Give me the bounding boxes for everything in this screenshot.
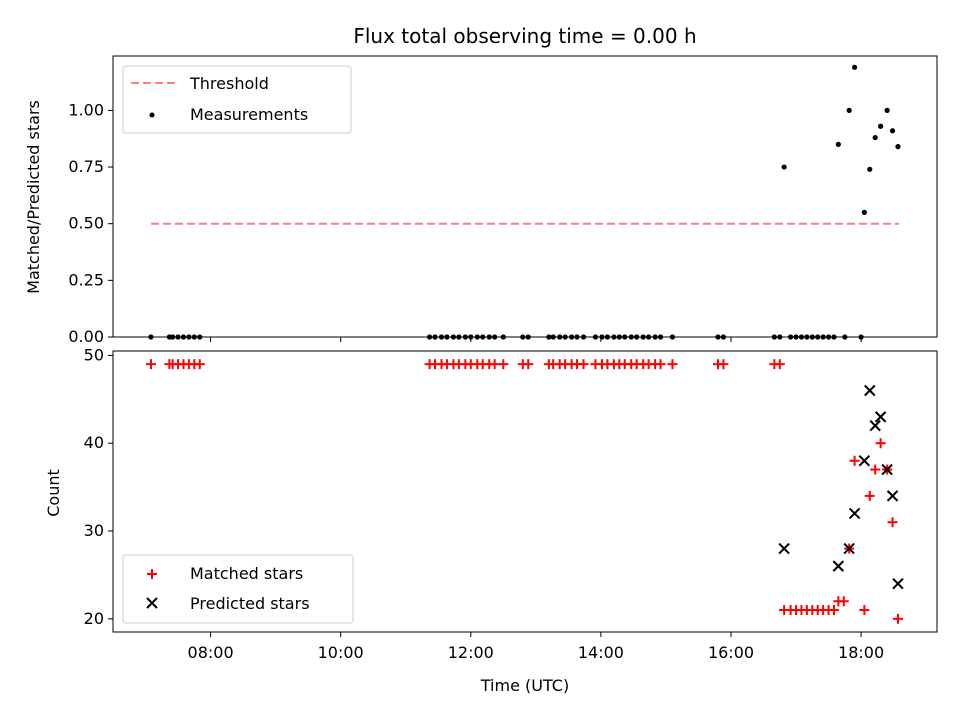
x-tick-label: 16:00 (708, 643, 754, 662)
predicted-star-point (832, 560, 845, 572)
matched-star-point (838, 596, 849, 607)
bottom-y-axis-label: Count (44, 469, 63, 517)
measurement-point (861, 209, 867, 215)
matched-star-point (667, 359, 678, 370)
matched-star-point (875, 438, 886, 449)
predicted-star-point (886, 490, 899, 502)
predicted-star-point (874, 411, 887, 423)
measurement-point (835, 141, 841, 147)
matched-star-point (489, 359, 500, 370)
legend-predicted-swatch (146, 597, 158, 609)
matched-star-point (849, 455, 860, 466)
x-tick-label: 10:00 (318, 643, 364, 662)
matched-star-point (145, 359, 156, 370)
top-axes-frame (112, 55, 938, 338)
measurement-point (852, 64, 858, 70)
measurement-point (872, 134, 878, 141)
top-y-tick-label: 0.25 (68, 270, 104, 289)
measurement-point (781, 164, 787, 170)
matched-star-point (829, 605, 839, 616)
predicted-star-point (892, 577, 904, 590)
top-y-tick-label: 1.00 (68, 100, 104, 119)
legend-predicted-label: Predicted stars (190, 594, 310, 613)
top-y-tick-label: 0.75 (68, 157, 104, 176)
x-tick-label: 12:00 (448, 643, 494, 662)
top-y-tick-label: 0.00 (68, 327, 104, 346)
matched-star-point (578, 359, 589, 370)
predicted-star-point (881, 463, 893, 476)
matched-star-point (498, 359, 509, 370)
predicted-star-point (778, 542, 790, 555)
top-legend: Threshold Measurements (122, 65, 352, 134)
bottom-y-tick-label: 50 (84, 345, 104, 364)
measurement-point (884, 107, 890, 113)
predicted-star-point (869, 419, 881, 432)
measurement-point (889, 128, 896, 134)
predicted-star-point (858, 455, 871, 467)
bottom-axes-frame (112, 350, 938, 633)
matched-star-point (892, 613, 903, 624)
measurement-point (878, 123, 884, 129)
bottom-y-tick-label: 40 (84, 433, 104, 452)
matched-star-point (887, 517, 898, 528)
x-tick-label: 14:00 (578, 643, 624, 662)
predicted-star-point (848, 507, 861, 520)
measurement-point (867, 166, 873, 172)
top-y-axis-label: Matched/Predicted stars (24, 100, 43, 294)
x-tick-label: 08:00 (188, 643, 234, 662)
matched-star-point (859, 605, 870, 616)
measurement-point (846, 107, 852, 113)
measurement-point (895, 144, 901, 150)
legend-measurements-swatch (149, 112, 155, 118)
predicted-star-point (864, 384, 876, 397)
legend-matched-swatch (147, 569, 157, 579)
top-panel: 0.00 0.25 0.50 0.75 1.00 (68, 55, 938, 346)
top-chart-title: Flux total observing time = 0.00 h (353, 24, 696, 48)
bottom-y-tick-label: 20 (84, 609, 104, 628)
bottom-panel: 20 30 40 50 08:00 10:00 12:00 14:00 16:00 18:00 (84, 345, 938, 662)
matched-star-point (194, 359, 205, 370)
matched-star-point (864, 490, 875, 501)
legend-matched-label: Matched stars (190, 564, 303, 583)
matched-star-point (870, 464, 881, 475)
matched-star-point (718, 359, 729, 370)
matched-star-point (774, 359, 785, 370)
legend-measurements-label: Measurements (190, 105, 308, 124)
top-y-tick-label: 0.50 (68, 214, 104, 233)
bottom-y-tick-label: 30 (84, 521, 104, 540)
matched-star-point (523, 359, 534, 370)
predicted-star-point (843, 542, 855, 555)
x-tick-label: 18:00 (838, 643, 884, 662)
x-axis-label: Time (UTC) (480, 676, 569, 695)
bottom-legend: Matched stars Predicted stars (122, 554, 354, 624)
matched-star-point (655, 359, 666, 370)
legend-threshold-label: Threshold (189, 74, 269, 93)
